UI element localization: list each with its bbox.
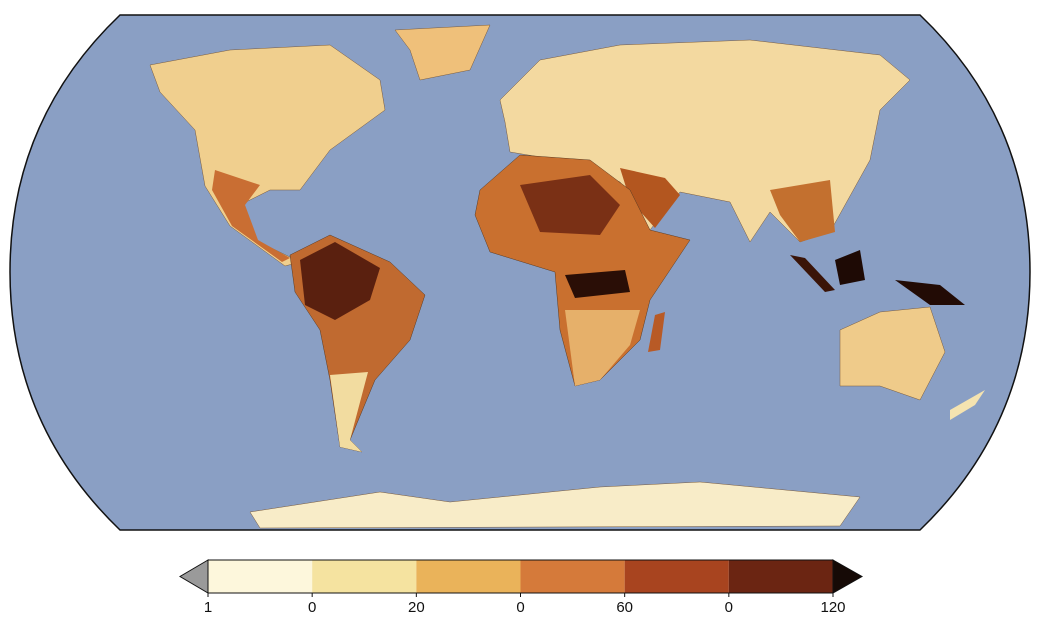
sahara [520,175,620,235]
colorbar-over [832,559,864,594]
antarctica [249,481,861,529]
southeast-asia [770,180,835,242]
africa [474,154,691,387]
amazon [300,242,380,320]
patagonia [330,372,368,452]
arabia [620,168,680,228]
borneo [835,250,865,285]
colorbar-segment [624,560,729,593]
colorbar-label: 0 [725,599,733,616]
madagascar [648,312,665,352]
new-guinea [895,280,965,305]
congo [565,270,630,298]
australia [839,306,946,401]
colorbar-segment [520,560,625,593]
southern-africa [565,310,640,386]
colorbar-segment [208,560,313,593]
colorbar: 1 0 20 0 60 0 120 [179,559,864,616]
colorbar-segment [312,560,417,593]
colorbar-segment [728,560,833,593]
colorbar-label: 0 [516,599,524,616]
colorbar-label: 20 [408,599,425,616]
colorbar-under [179,559,209,594]
colorbar-label: 120 [820,599,845,616]
central-america [212,170,290,262]
greenland [394,24,491,81]
sumatra [790,255,835,292]
world-map [9,14,1031,531]
colorbar-label: 1 [204,599,212,616]
new-zealand [950,390,985,420]
colorbar-segment [416,560,521,593]
colorbar-label: 0 [308,599,316,616]
colorbar-label: 60 [616,599,633,616]
